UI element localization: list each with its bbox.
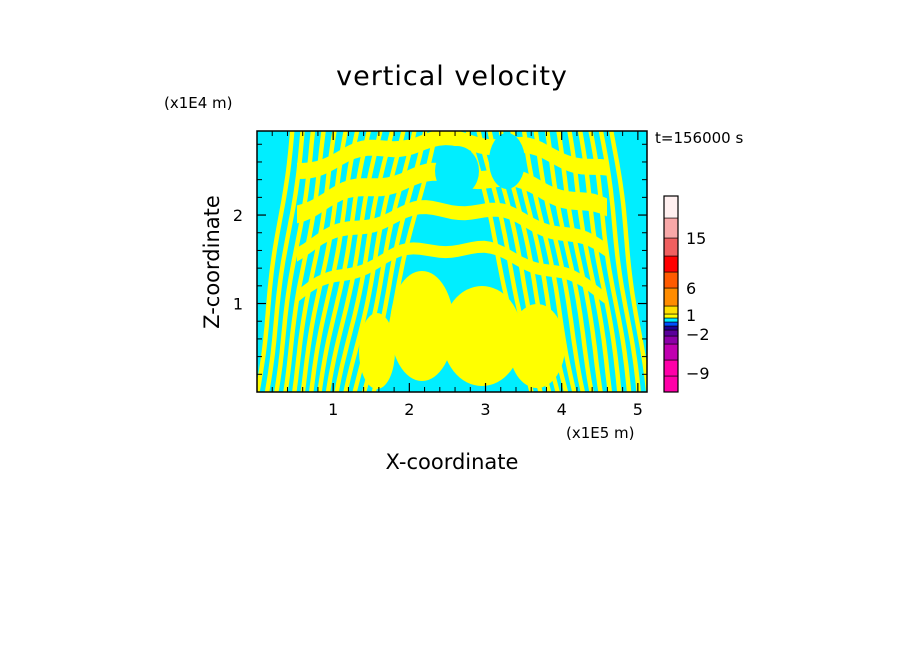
field-blob: [509, 304, 565, 388]
field-band: [297, 200, 607, 262]
y-axis-unit: (x1E4 m): [164, 94, 233, 112]
field-band: [598, 131, 641, 392]
field-band: [257, 131, 295, 392]
x-axis-ticks: 1 2 3 4 5: [271, 131, 643, 419]
x-tick-label: 2: [404, 400, 414, 419]
field-blob: [489, 133, 525, 189]
field-band: [274, 131, 316, 392]
colorbar-label: 15: [686, 229, 706, 248]
y-tick-label: 1: [233, 295, 243, 314]
x-tick-label: 3: [480, 400, 490, 419]
time-label: t=156000 s: [655, 129, 743, 147]
colorbar-label: −2: [686, 325, 710, 344]
colorbar-band: [663, 335, 679, 345]
colorbar-band: [663, 329, 679, 337]
x-tick-label: 4: [557, 400, 567, 419]
field-band: [283, 131, 326, 392]
colorbar-band: [663, 255, 679, 273]
field-band: [521, 131, 577, 392]
colorbar-band: [663, 343, 679, 361]
field-band: [465, 131, 534, 392]
colorbar-band: [663, 271, 679, 289]
colorbar-band: [663, 359, 679, 377]
field-band: [371, 131, 439, 392]
field-band: [297, 131, 607, 179]
plot-area: [256, 130, 648, 393]
y-axis-ticks: 12: [233, 143, 647, 375]
field-blob: [442, 286, 522, 386]
field-band: [334, 131, 395, 392]
colorbar-band: [663, 375, 679, 393]
field-blob: [359, 313, 395, 389]
x-tick-label: 5: [633, 400, 643, 419]
colorbar-band: [663, 313, 679, 319]
colorbar-label: −9: [686, 364, 710, 383]
colorbar-band: [663, 217, 679, 239]
field-blob: [390, 271, 454, 381]
x-axis-unit: (x1E5 m): [566, 424, 635, 442]
field-blob: [435, 146, 479, 196]
chart-title: vertical velocity: [336, 61, 568, 92]
y-tick-label: 2: [233, 206, 243, 225]
y-axis-label: Z-coordinate: [200, 195, 224, 329]
colorbar-frame: [663, 195, 679, 393]
colorbar-band: [663, 305, 679, 315]
x-axis-label: X-coordinate: [386, 450, 519, 474]
colorbar-band: [663, 321, 679, 327]
field-band: [297, 240, 607, 306]
velocity-field: [257, 131, 647, 392]
colorbar-band: [663, 317, 679, 323]
colorbar-band: [663, 195, 679, 219]
colorbar-label: 1: [686, 306, 696, 325]
colorbar: 15 6 1−2 −9: [663, 195, 710, 393]
field-band: [325, 131, 383, 392]
field-band: [297, 162, 607, 224]
colorbar-band: [663, 237, 679, 257]
field-band: [609, 131, 647, 392]
colorbar-label: 6: [686, 279, 696, 298]
plot-frame: [256, 130, 648, 393]
field-band: [264, 131, 305, 392]
colorbar-band: [663, 325, 679, 331]
colorbar-band: [663, 287, 679, 307]
x-tick-label: 1: [328, 400, 338, 419]
field-band: [361, 131, 428, 392]
